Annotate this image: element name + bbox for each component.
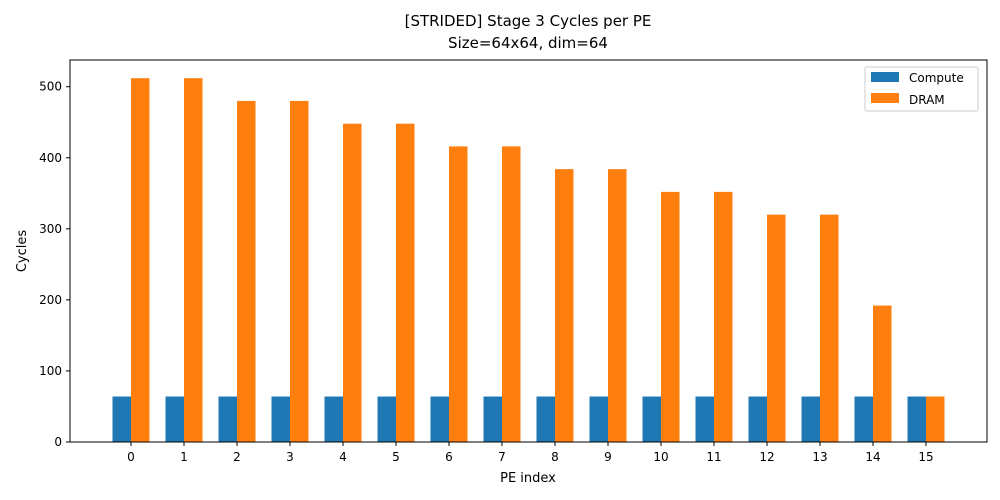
- chart-subtitle: Size=64x64, dim=64: [448, 34, 608, 52]
- bar-dram-13: [820, 214, 839, 442]
- bar-dram-0: [131, 78, 150, 442]
- bar-compute-4: [324, 396, 343, 442]
- legend: Compute DRAM: [864, 66, 979, 112]
- bar-dram-10: [661, 191, 680, 442]
- bar-dram-14: [873, 305, 892, 442]
- y-tick-label: 400: [39, 151, 62, 165]
- bar-dram-12: [767, 214, 786, 442]
- y-tick-label: 300: [39, 222, 62, 236]
- legend-label-compute: Compute: [909, 71, 964, 85]
- x-axis-label: PE index: [500, 471, 556, 486]
- bar-compute-7: [483, 396, 502, 442]
- x-tick-label: 14: [865, 450, 880, 464]
- bar-compute-10: [642, 396, 661, 442]
- bar-dram-3: [290, 100, 309, 442]
- bar-compute-0: [112, 396, 131, 442]
- bar-compute-2: [218, 396, 237, 442]
- x-tick-label: 15: [918, 450, 933, 464]
- bar-dram-1: [184, 78, 203, 442]
- x-tick-label: 9: [604, 450, 612, 464]
- x-tick-label: 5: [392, 450, 400, 464]
- x-tick-label: 1: [180, 450, 188, 464]
- y-tick-label: 0: [54, 435, 62, 449]
- bar-dram-4: [343, 123, 362, 443]
- x-tick-label: 2: [233, 450, 241, 464]
- x-ticks: 0 1 2 3 4 5 6 7 8 9 10 11 12 13 14 15: [127, 442, 934, 464]
- bar-compute-8: [536, 396, 555, 442]
- bar-dram-7: [502, 146, 521, 442]
- x-tick-label: 10: [653, 450, 668, 464]
- bar-dram-5: [396, 123, 415, 443]
- x-tick-label: 13: [812, 450, 827, 464]
- bar-dram-6: [449, 146, 468, 442]
- bar-compute-9: [589, 396, 608, 442]
- bars-group: [112, 78, 945, 443]
- bar-compute-5: [377, 396, 396, 442]
- x-tick-label: 6: [445, 450, 453, 464]
- bar-dram-2: [237, 100, 256, 442]
- bar-dram-8: [555, 169, 574, 442]
- x-tick-label: 3: [286, 450, 294, 464]
- legend-swatch-dram: [871, 93, 899, 103]
- bar-compute-3: [271, 396, 290, 442]
- x-tick-label: 11: [706, 450, 721, 464]
- y-ticks: 0 100 200 300 400 500: [39, 80, 70, 449]
- bar-dram-9: [608, 169, 627, 442]
- bar-compute-11: [695, 396, 714, 442]
- plot-frame: [69, 59, 988, 443]
- x-tick-label: 0: [127, 450, 135, 464]
- bar-dram-11: [714, 191, 733, 442]
- bar-compute-6: [430, 396, 449, 442]
- legend-swatch-compute: [871, 72, 899, 82]
- y-tick-label: 500: [39, 80, 62, 94]
- bar-dram-15: [926, 396, 945, 442]
- bar-compute-13: [801, 396, 820, 442]
- bar-compute-15: [907, 396, 926, 442]
- x-tick-label: 7: [498, 450, 506, 464]
- x-tick-label: 8: [551, 450, 559, 464]
- y-axis-label: Cycles: [15, 230, 30, 273]
- x-tick-label: 12: [759, 450, 774, 464]
- legend-label-dram: DRAM: [909, 93, 945, 107]
- chart-title: [STRIDED] Stage 3 Cycles per PE: [405, 12, 652, 30]
- bar-compute-12: [748, 396, 767, 442]
- y-tick-label: 100: [39, 364, 62, 378]
- bar-compute-1: [165, 396, 184, 442]
- x-tick-label: 4: [339, 450, 347, 464]
- bar-compute-14: [854, 396, 873, 442]
- y-tick-label: 200: [39, 293, 62, 307]
